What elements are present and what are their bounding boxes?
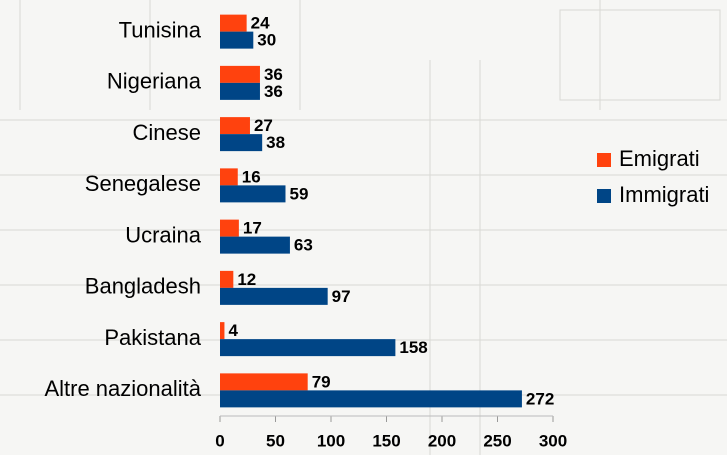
- bar: [220, 31, 254, 49]
- value-label: 38: [266, 133, 285, 152]
- value-label: 36: [264, 82, 283, 101]
- value-label: 12: [237, 270, 256, 289]
- legend-label: Emigrati: [619, 146, 700, 171]
- y-tick-label: Ucraina: [125, 222, 202, 247]
- value-label: 272: [526, 389, 554, 408]
- bar: [220, 134, 263, 152]
- value-label: 27: [254, 116, 273, 135]
- x-tick-label: 150: [372, 431, 400, 450]
- y-tick-label: Tunisina: [119, 17, 202, 42]
- legend-swatch: [597, 153, 611, 167]
- bar: [220, 373, 308, 391]
- legend-label: Immigrati: [619, 182, 709, 207]
- bar: [220, 287, 328, 305]
- bar: [220, 339, 396, 357]
- value-label: 16: [242, 167, 261, 186]
- x-tick-label: 200: [428, 431, 456, 450]
- y-tick-label: Altre nazionalità: [44, 376, 201, 401]
- bar: [220, 219, 239, 237]
- value-label: 79: [312, 372, 331, 391]
- value-label: 36: [264, 65, 283, 84]
- x-tick-label: 0: [215, 431, 224, 450]
- value-label: 97: [332, 287, 351, 306]
- y-tick-label: Senegalese: [85, 171, 201, 196]
- bar: [220, 390, 522, 408]
- x-tick-label: 300: [539, 431, 567, 450]
- value-label: 63: [294, 236, 313, 255]
- y-tick-label: Pakistana: [104, 325, 201, 350]
- value-label: 30: [257, 31, 276, 50]
- bar: [220, 270, 234, 288]
- x-tick-label: 100: [317, 431, 345, 450]
- value-label: 17: [243, 219, 262, 238]
- bar: [220, 322, 225, 340]
- y-tick-label: Nigeriana: [107, 69, 202, 94]
- legend-swatch: [597, 189, 611, 203]
- value-label: 59: [289, 184, 308, 203]
- y-tick-label: Bangladesh: [85, 274, 201, 299]
- bar: [220, 185, 286, 203]
- x-tick-label: 250: [483, 431, 511, 450]
- bar: [220, 14, 247, 32]
- bar: [220, 236, 290, 254]
- bar: [220, 117, 250, 135]
- bar: [220, 65, 260, 83]
- value-label: 4: [228, 321, 238, 340]
- y-tick-label: Cinese: [133, 120, 201, 145]
- value-label: 24: [251, 14, 270, 33]
- value-label: 158: [399, 338, 427, 357]
- bar: [220, 168, 238, 186]
- bar: [220, 82, 260, 100]
- x-tick-label: 50: [266, 431, 285, 450]
